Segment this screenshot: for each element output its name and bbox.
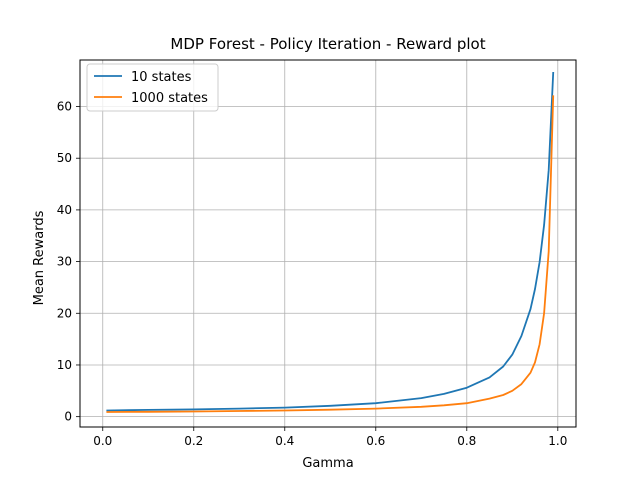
y-tick-label: 50: [57, 151, 72, 165]
series-line-1: [106, 95, 555, 413]
grid-lines: [80, 60, 576, 427]
x-tick-label: 0.6: [366, 434, 385, 448]
x-axis-label: Gamma: [302, 456, 353, 471]
y-axis-label: Mean Rewards: [32, 210, 47, 305]
series-line-0: [106, 71, 555, 412]
series-lines: [106, 71, 555, 413]
x-tick-label: 0.8: [457, 434, 476, 448]
y-axis-ticks: 0 10 20 30 40 50 60: [57, 100, 80, 424]
y-tick-label: 10: [57, 358, 72, 372]
legend-label-1000-states: 1000 states: [131, 91, 208, 106]
x-tick-label: 1.0: [548, 434, 567, 448]
y-tick-label: 30: [57, 255, 72, 269]
chart-title: MDP Forest - Policy Iteration - Reward p…: [170, 35, 485, 53]
x-tick-label: 0.2: [184, 434, 203, 448]
x-axis-ticks: 0.0 0.2 0.4 0.6 0.8 1.0: [93, 427, 567, 448]
y-tick-label: 40: [57, 203, 72, 217]
y-tick-label: 20: [57, 306, 72, 320]
legend: 10 states 1000 states: [86, 63, 219, 112]
y-tick-label: 0: [64, 410, 72, 424]
x-tick-label: 0.0: [93, 434, 112, 448]
y-tick-label: 60: [57, 100, 72, 114]
legend-label-10-states: 10 states: [131, 70, 192, 85]
plot-area-frame: [79, 59, 577, 428]
x-tick-label: 0.4: [275, 434, 294, 448]
